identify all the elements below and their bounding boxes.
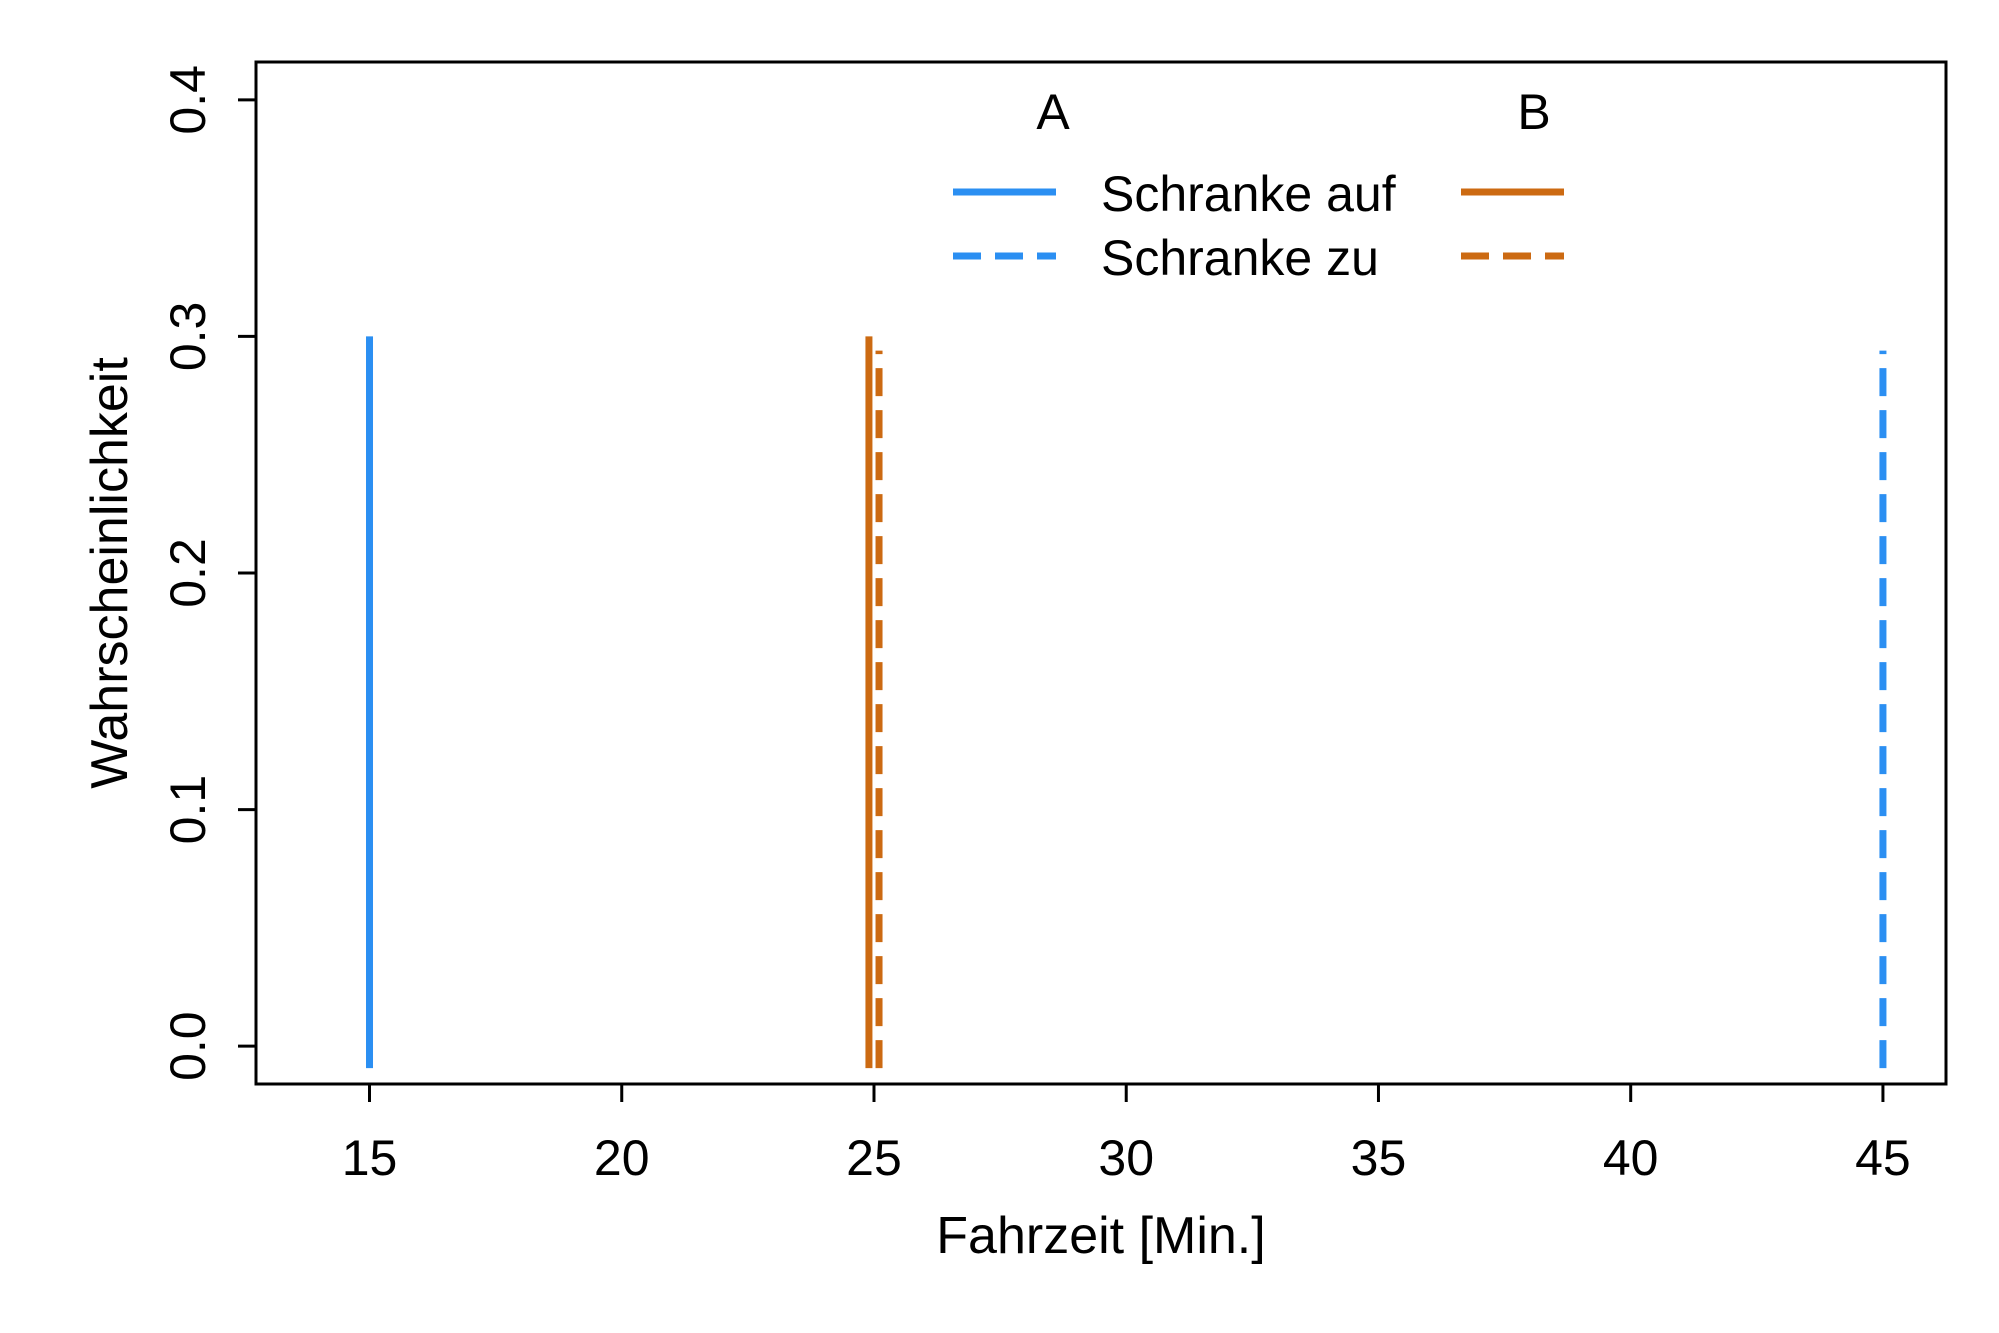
- legend-label-schranke-auf: Schranke auf: [1101, 166, 1396, 222]
- x-tick-label: 45: [1855, 1130, 1911, 1186]
- y-axis: 0.0 0.1 0.2 0.3 0.4: [160, 65, 256, 1081]
- y-axis-title: Wahrscheinlichkeit: [81, 357, 139, 789]
- y-tick-label: 0.0: [160, 1011, 216, 1081]
- x-tick-label: 20: [594, 1130, 650, 1186]
- x-axis-title: Fahrzeit [Min.]: [936, 1207, 1265, 1265]
- y-tick-label: 0.3: [160, 302, 216, 372]
- legend-header-b: B: [1517, 84, 1550, 140]
- legend: A B Schranke auf Schranke zu: [953, 84, 1564, 286]
- y-tick-label: 0.2: [160, 538, 216, 608]
- legend-header-a: A: [1036, 84, 1070, 140]
- x-tick-label: 40: [1603, 1130, 1659, 1186]
- x-tick-label: 25: [846, 1130, 902, 1186]
- x-axis: 15 20 25 30 35 40 45: [342, 1084, 1911, 1186]
- legend-label-schranke-zu: Schranke zu: [1101, 230, 1379, 286]
- x-tick-label: 15: [342, 1130, 398, 1186]
- series-layer: [366, 336, 1887, 1069]
- y-tick-label: 0.4: [160, 65, 216, 135]
- x-tick-label: 35: [1351, 1130, 1407, 1186]
- x-tick-label: 30: [1098, 1130, 1154, 1186]
- y-tick-label: 0.1: [160, 775, 216, 845]
